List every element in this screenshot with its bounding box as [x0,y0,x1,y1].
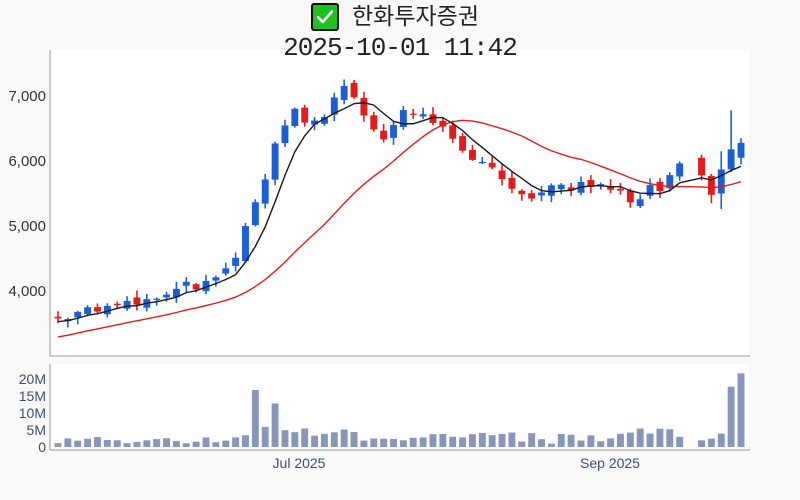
svg-text:5,000: 5,000 [8,218,46,235]
svg-text:Sep 2025: Sep 2025 [580,455,640,471]
svg-text:10M: 10M [19,405,46,421]
svg-text:20M: 20M [19,371,46,387]
svg-text:7,000: 7,000 [8,88,46,105]
svg-text:15M: 15M [19,388,46,404]
svg-text:4,000: 4,000 [8,283,46,300]
svg-text:0: 0 [38,439,46,455]
svg-text:6,000: 6,000 [8,153,46,170]
svg-text:Jul 2025: Jul 2025 [273,455,326,471]
svg-text:5M: 5M [27,422,46,438]
